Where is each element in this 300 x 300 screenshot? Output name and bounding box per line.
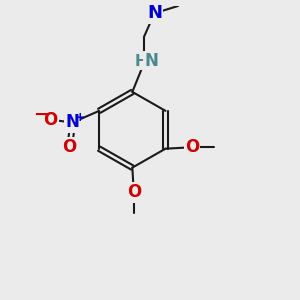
Text: +: + [75,111,86,124]
Text: O: O [127,183,141,201]
Text: N: N [66,113,80,131]
Text: −: − [33,106,48,124]
Text: O: O [63,138,77,156]
Text: N: N [145,52,158,70]
Text: H: H [135,54,148,69]
Text: O: O [44,111,58,129]
Text: O: O [185,138,199,156]
Text: N: N [147,4,162,22]
